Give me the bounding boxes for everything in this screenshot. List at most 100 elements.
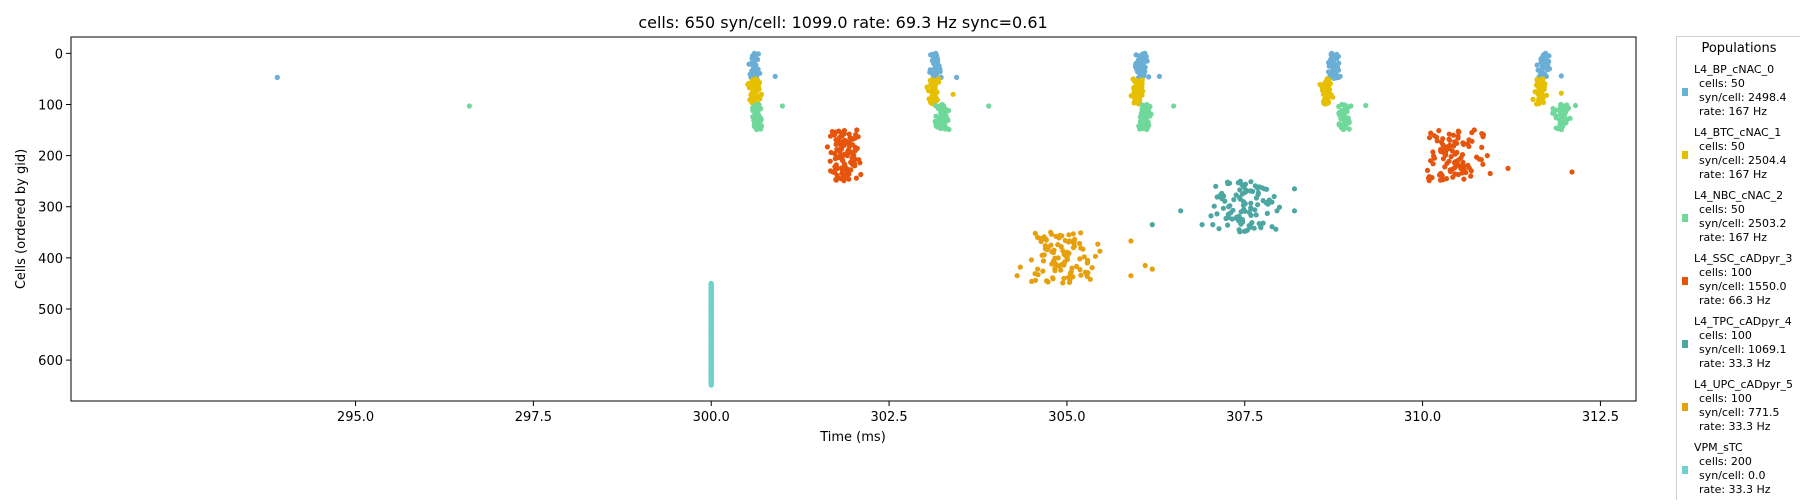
spike-point <box>853 175 860 181</box>
legend-detail: rate: 33.3 Hz <box>1699 420 1771 433</box>
spike-point <box>857 160 863 166</box>
spike-point <box>1265 201 1271 207</box>
spike-point <box>1040 268 1046 274</box>
y-tick-label: 600 <box>38 354 63 369</box>
legend-detail: syn/cell: 2504.4 <box>1699 154 1787 167</box>
spike-point <box>1058 267 1064 273</box>
spike-point <box>1269 199 1275 205</box>
legend-swatch <box>1682 403 1688 411</box>
spike-point <box>1214 211 1220 217</box>
x-tick-label: 297.5 <box>515 410 552 425</box>
spike-point <box>1253 195 1259 201</box>
spike-point <box>1468 173 1474 179</box>
legend-label: L4_TPC_cADpyr_4 <box>1694 315 1792 328</box>
x-axis-label: Time (ms) <box>819 430 886 445</box>
x-tick-label: 302.5 <box>870 410 907 425</box>
spike-point <box>1237 229 1243 235</box>
spike-point <box>1437 177 1444 183</box>
spike-point <box>708 382 714 388</box>
spike-point <box>1540 99 1547 105</box>
spike-point <box>1273 226 1279 232</box>
spike-point <box>1226 204 1232 210</box>
spike-point <box>1070 245 1076 251</box>
spike-point <box>1434 138 1440 144</box>
spike-point <box>1480 134 1486 140</box>
spike-point <box>1436 128 1442 134</box>
spike-point <box>1045 279 1051 285</box>
spike-point <box>1222 198 1228 204</box>
spike-point <box>1271 193 1277 200</box>
spike-point <box>1460 141 1467 147</box>
spike-point <box>1469 130 1475 136</box>
spike-point <box>1081 254 1087 260</box>
spike-point <box>1463 169 1469 176</box>
spike-point <box>1146 74 1152 80</box>
spike-point <box>848 167 854 173</box>
legend-label: L4_NBC_cNAC_2 <box>1694 189 1784 202</box>
x-tick-label: 307.5 <box>1226 410 1263 425</box>
spike-point <box>1078 230 1084 236</box>
spike-point <box>1447 137 1453 143</box>
spike-point <box>1084 260 1090 266</box>
spike-point <box>1426 135 1433 141</box>
spike-point <box>1253 212 1259 218</box>
spike-point <box>824 144 831 150</box>
y-tick-label: 0 <box>55 47 63 62</box>
spike-point <box>1080 246 1086 252</box>
spike-point <box>1043 237 1049 243</box>
spike-point <box>839 153 846 159</box>
axes-frame <box>70 36 1637 402</box>
spike-point <box>1089 265 1095 271</box>
spike-point <box>1178 208 1184 214</box>
spike-point <box>1065 239 1072 245</box>
spike-point <box>833 141 839 147</box>
spike-point <box>1569 169 1575 175</box>
spike-point <box>1430 149 1436 155</box>
spike-point <box>1430 161 1436 167</box>
spike-point <box>1255 185 1261 191</box>
spike-point <box>1505 165 1511 171</box>
legend-label: L4_SSC_cADpyr_3 <box>1694 252 1793 265</box>
y-axis-label: Cells (ordered by gid) <box>14 149 29 289</box>
spike-point <box>1426 178 1432 184</box>
spike-point <box>1040 258 1047 264</box>
legend-detail: rate: 66.3 Hz <box>1699 294 1771 307</box>
spike-point <box>1057 263 1063 269</box>
spike-point <box>1553 115 1559 121</box>
legend-detail: cells: 50 <box>1699 77 1745 90</box>
spike-point <box>1530 96 1536 102</box>
spike-point <box>954 74 960 80</box>
spike-point <box>466 103 472 109</box>
spike-point <box>772 73 778 79</box>
spike-point <box>746 85 752 91</box>
spike-point <box>1248 212 1254 218</box>
legend-detail: syn/cell: 2503.2 <box>1699 217 1787 230</box>
spike-point <box>1323 101 1329 107</box>
spike-point <box>1014 273 1020 279</box>
legend-label: L4_BP_cNAC_0 <box>1694 63 1775 76</box>
spike-point <box>1074 263 1080 270</box>
spike-point <box>1028 257 1034 263</box>
legend-detail: syn/cell: 1069.1 <box>1699 343 1787 356</box>
spike-point <box>1258 225 1264 231</box>
spike-point <box>846 176 852 182</box>
spike-point <box>746 61 752 67</box>
spike-point <box>1128 238 1134 244</box>
spike-point <box>950 91 956 97</box>
spike-point <box>1450 174 1456 180</box>
spike-point <box>1049 231 1055 237</box>
spike-point <box>1274 208 1280 214</box>
legend-detail: rate: 33.3 Hz <box>1699 483 1771 496</box>
spike-point <box>1039 252 1045 258</box>
spike-point <box>831 132 838 138</box>
spike-point <box>1208 213 1214 219</box>
spike-point <box>1572 102 1579 109</box>
spike-point <box>1097 248 1103 254</box>
legend-detail: rate: 167 Hz <box>1699 231 1768 244</box>
legend-detail: cells: 100 <box>1699 329 1752 342</box>
y-tick-label: 200 <box>38 150 63 165</box>
series-L4_BP_cNAC_0 <box>274 50 1564 81</box>
spike-marks <box>274 50 1579 388</box>
legend-label: VPM_sTC <box>1694 441 1743 454</box>
spike-point <box>1250 188 1256 194</box>
